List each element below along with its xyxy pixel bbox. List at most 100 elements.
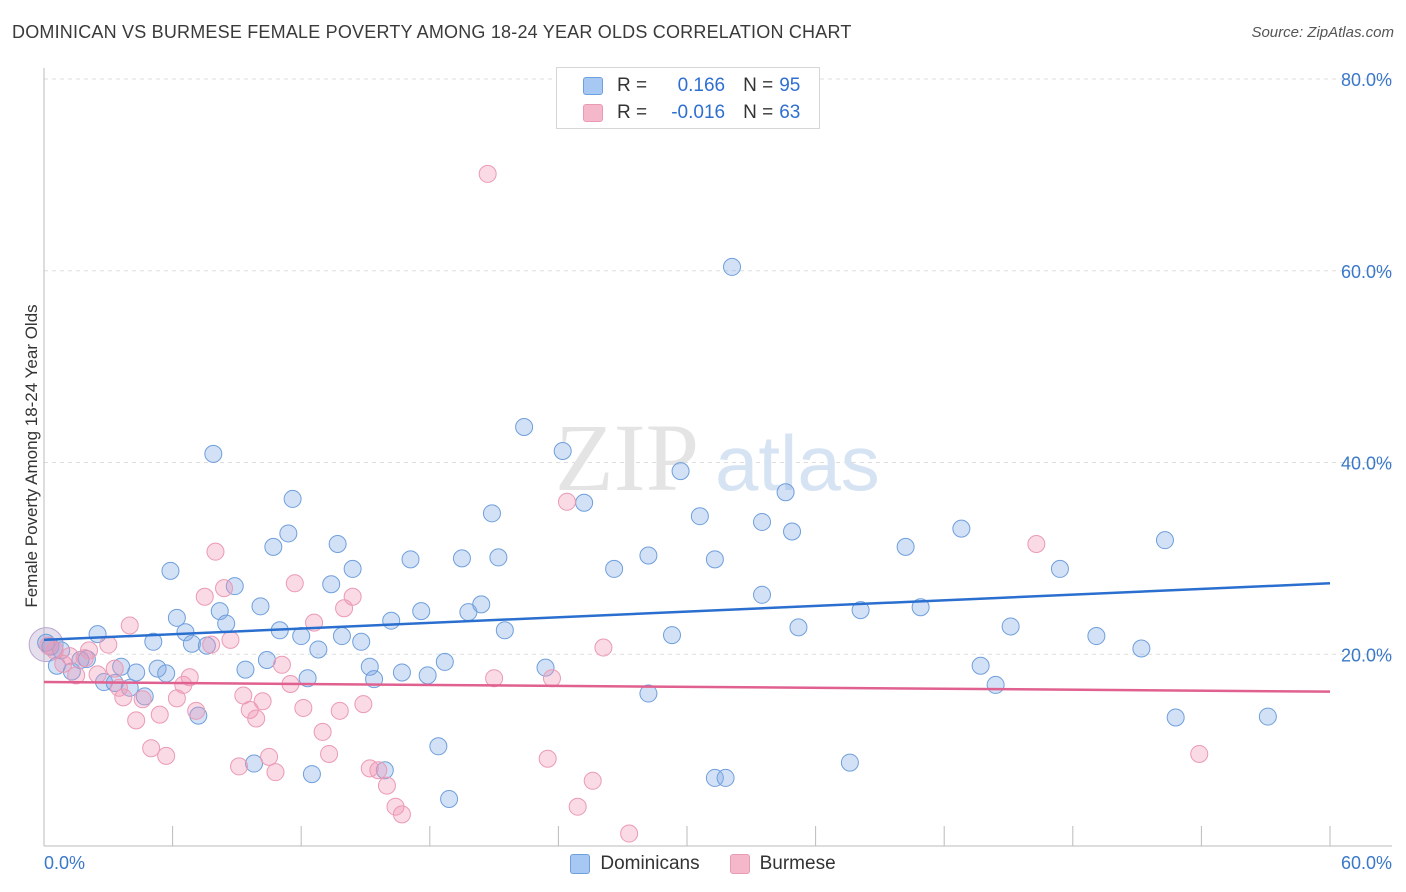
burmese-trend-line bbox=[43, 680, 1331, 693]
dominican-point bbox=[245, 754, 264, 773]
legend-label-dominicans: Dominicans bbox=[600, 853, 700, 874]
burmese-point bbox=[583, 771, 602, 790]
burmese-point bbox=[221, 630, 240, 649]
burmese-point bbox=[369, 761, 388, 780]
burmese-point bbox=[478, 164, 497, 183]
burmese-point bbox=[230, 757, 249, 776]
burmese-point bbox=[266, 763, 285, 782]
watermark: ZIP atlas bbox=[555, 404, 880, 511]
dominican-point bbox=[1132, 639, 1151, 658]
burmese-point bbox=[1190, 744, 1209, 763]
dominican-point bbox=[789, 618, 808, 637]
burmese-point bbox=[354, 695, 373, 714]
burmese-point bbox=[187, 701, 206, 720]
dominican-point bbox=[298, 669, 317, 688]
dominican-point bbox=[723, 257, 742, 276]
burmese-point bbox=[150, 705, 169, 724]
dominican-point bbox=[1258, 707, 1277, 726]
dominican-point bbox=[639, 546, 658, 565]
burmese-point bbox=[80, 641, 99, 660]
burmese-point bbox=[88, 665, 107, 684]
dominican-point bbox=[302, 765, 321, 784]
n-value: 95 bbox=[779, 75, 801, 96]
dominican-point bbox=[575, 493, 594, 512]
burmese-point bbox=[133, 690, 152, 709]
burmese-point bbox=[542, 669, 561, 688]
burmese-point bbox=[272, 655, 291, 674]
dominican-point bbox=[690, 507, 709, 526]
dominican-point bbox=[495, 621, 514, 640]
dominican-point bbox=[189, 706, 208, 725]
dominican-point bbox=[705, 768, 724, 787]
dominican-point bbox=[753, 585, 772, 604]
dominican-point bbox=[716, 768, 735, 787]
burmese-point bbox=[142, 739, 161, 758]
correlation-legend: R = 0.166 N = 95 R = -0.016 N = 63 bbox=[556, 67, 820, 129]
r-label: R = bbox=[617, 75, 648, 96]
watermark-atlas: atlas bbox=[715, 419, 880, 507]
y-axis-label: Female Poverty Among 18-24 Year Olds bbox=[22, 304, 41, 608]
burmese-point bbox=[206, 542, 225, 561]
dominican-point bbox=[322, 575, 341, 594]
dominican-point bbox=[1050, 559, 1069, 578]
watermark-zip: ZIP bbox=[555, 404, 699, 511]
burmese-point bbox=[54, 654, 73, 673]
x-tick-label: 0.0% bbox=[44, 853, 85, 873]
dominican-point bbox=[605, 559, 624, 578]
dominican-point bbox=[840, 753, 859, 772]
legend-swatch-burmese bbox=[583, 104, 603, 122]
dominican-point bbox=[662, 626, 681, 645]
burmese-point bbox=[180, 668, 199, 687]
burmese-point bbox=[157, 746, 176, 765]
dominican-point bbox=[1001, 617, 1020, 636]
dominican-point bbox=[161, 561, 180, 580]
r-value: 0.166 bbox=[677, 75, 726, 96]
y-tick-label: 40.0% bbox=[1341, 454, 1392, 474]
y-tick-label: 60.0% bbox=[1341, 262, 1392, 282]
dominican-point bbox=[435, 652, 454, 671]
n-label: N = bbox=[743, 75, 774, 96]
burmese-point bbox=[386, 797, 405, 816]
burmese-point bbox=[260, 747, 279, 766]
y-tick-label: 20.0% bbox=[1341, 645, 1392, 665]
dominican-point bbox=[1155, 531, 1174, 550]
dominican-point bbox=[401, 550, 420, 569]
tick-label-layer: 20.0% 40.0% 60.0% 80.0% 0.0% 60.0% bbox=[44, 70, 1392, 873]
burmese-point bbox=[313, 722, 332, 741]
burmese-point bbox=[60, 647, 79, 666]
dominican-point bbox=[971, 656, 990, 675]
dominican-point bbox=[182, 634, 201, 653]
dominican-point bbox=[148, 659, 167, 678]
burmese-point bbox=[127, 711, 146, 730]
cluster-point bbox=[28, 627, 64, 663]
dominican-point bbox=[429, 737, 448, 756]
burmese-point bbox=[377, 776, 396, 795]
burmese-point bbox=[568, 797, 587, 816]
legend-item-burmese: Burmese bbox=[729, 853, 836, 875]
dominican-point bbox=[639, 684, 658, 703]
burmese-point bbox=[294, 698, 313, 717]
dominican-point bbox=[292, 627, 311, 646]
burmese-point bbox=[330, 701, 349, 720]
burmese-point bbox=[99, 635, 118, 654]
burmese-point bbox=[174, 675, 193, 694]
burmese-point bbox=[485, 669, 504, 688]
dominican-point bbox=[343, 559, 362, 578]
burmese-point bbox=[594, 638, 613, 657]
burmese-point bbox=[620, 824, 639, 843]
dominican-point bbox=[896, 537, 915, 556]
dominican-point bbox=[157, 664, 176, 683]
n-value: 63 bbox=[779, 102, 801, 123]
burmese-point bbox=[285, 574, 304, 593]
dominican-point bbox=[515, 418, 534, 437]
legend-swatch-burmese bbox=[729, 854, 750, 874]
dominican-point bbox=[144, 632, 163, 651]
trend-layer bbox=[43, 582, 1331, 693]
dominican-point bbox=[167, 608, 186, 627]
r-value: -0.016 bbox=[671, 102, 726, 123]
r-label: R = bbox=[617, 102, 648, 123]
dominican-point bbox=[911, 598, 930, 617]
burmese-point bbox=[253, 692, 272, 711]
burmese-point bbox=[202, 635, 221, 654]
dominican-point bbox=[671, 462, 690, 481]
